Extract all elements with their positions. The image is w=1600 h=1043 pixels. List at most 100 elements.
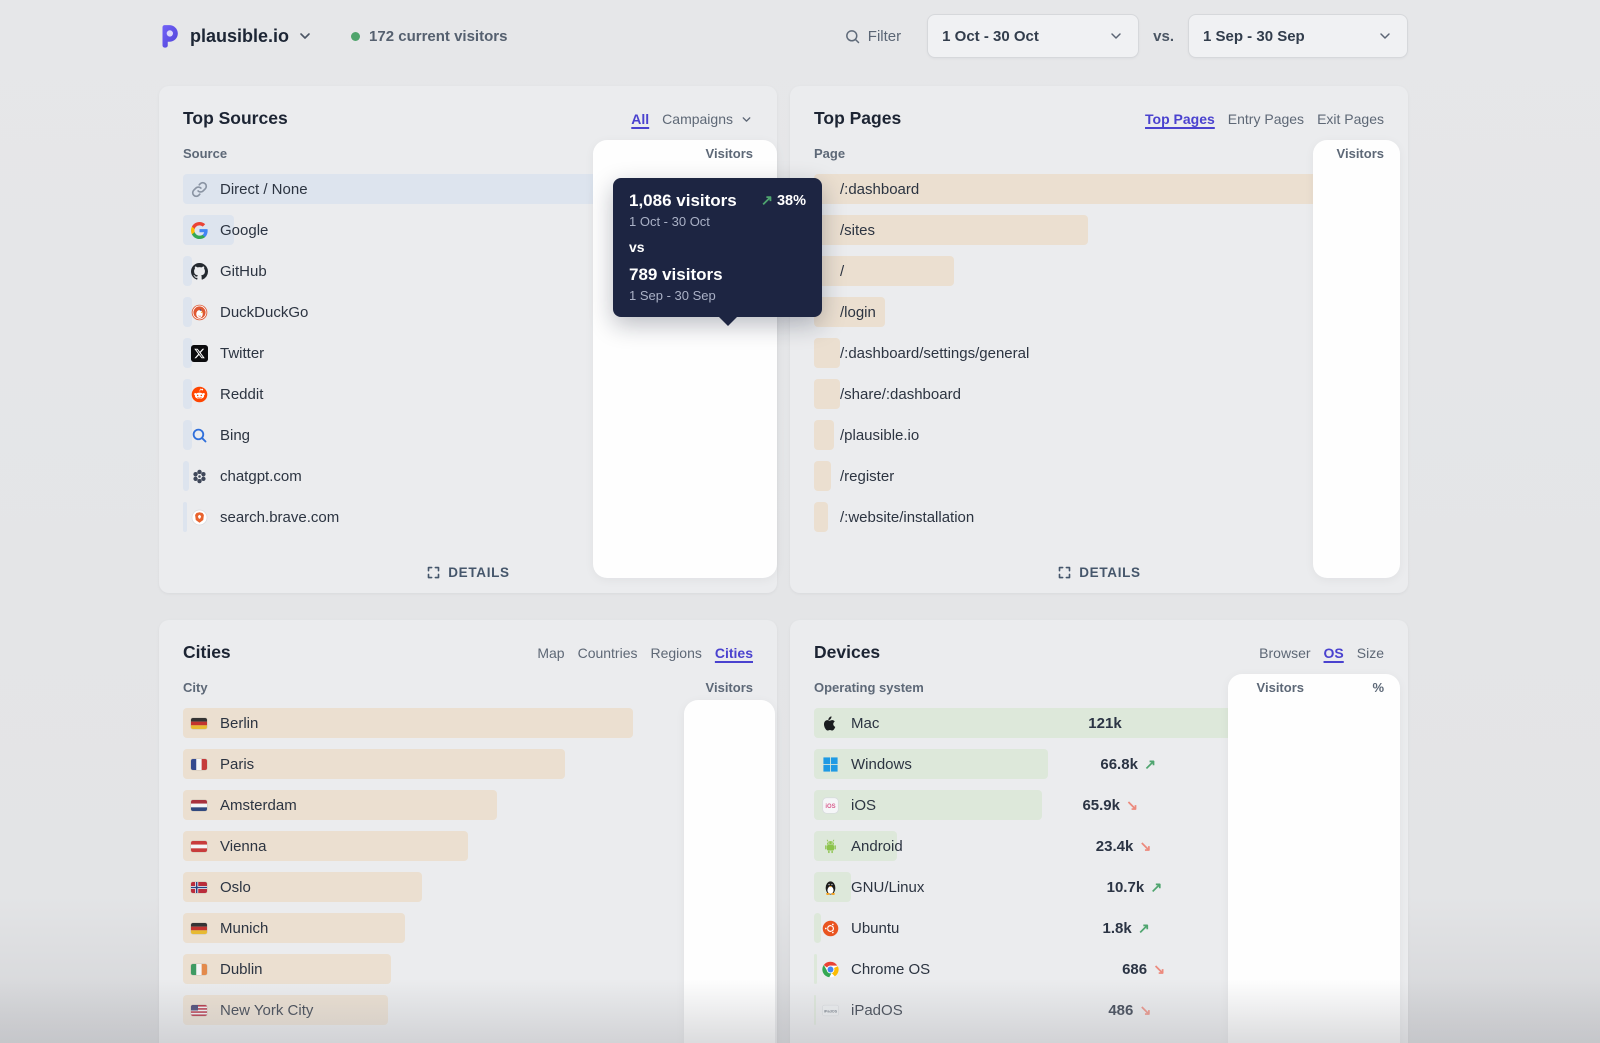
tooltip-vs-label: vs [629,239,645,255]
row-label: Paris [220,755,255,773]
comparison-tooltip: 1,086 visitors ↗ 38% 1 Oct - 30 Oct vs 7… [613,178,822,326]
svg-text:iPadOS: iPadOS [824,1009,838,1013]
row-label: search.brave.com [220,508,340,526]
column-header-os: Operating system [814,680,924,695]
page-row[interactable]: /register 5.9k↘ [814,461,1384,491]
ios-icon: iOS [822,796,839,814]
os-row-android[interactable]: Android 23.4k↘ 8%↗ [814,831,1384,861]
column-header-visitors: Visitors [1336,146,1384,161]
tab-entry-pages[interactable]: Entry Pages [1227,111,1305,127]
live-dot-icon [351,31,361,41]
expand-icon [427,566,440,579]
usa-flag-icon [191,1004,207,1016]
city-row[interactable]: Munich 2.6k↗ [183,913,753,943]
row-bar [814,420,834,450]
chatgpt-icon [191,468,208,485]
row-bar [183,831,468,861]
source-row-duckduckgo[interactable]: DuckDuckGo [183,297,753,327]
ubuntu-icon [822,920,839,937]
tab-exit-pages[interactable]: Exit Pages [1317,111,1384,127]
top-sources-panel: Top Sources All Campaigns Source Visitor… [159,86,777,593]
norway-flag-icon [191,881,207,893]
apple-icon [822,715,839,732]
row-label: /register [840,467,895,485]
details-label: DETAILS [1079,565,1141,580]
row-label: /:website/installation [840,508,975,526]
tab-size[interactable]: Size [1356,645,1384,661]
top-bar: plausible.io 172 current visitors Filter… [159,0,1408,72]
site-switcher[interactable]: plausible.io [190,25,290,46]
city-row[interactable]: Amsterdam 3.7k↗ [183,790,753,820]
trend-arrow: ↗ [1137,919,1150,936]
tooltip-primary-value: 1,086 visitors [629,191,737,210]
city-row[interactable]: Vienna 3.3k↗ [183,831,753,861]
tooltip-primary-period: 1 Oct - 30 Oct [629,214,710,229]
row-value: 65.9k [1082,796,1120,814]
city-row[interactable]: Berlin 5.3k↗ [183,708,753,738]
page-row[interactable]: /:dashboard 201k↘ [814,174,1384,204]
tooltip-secondary-period: 1 Sep - 30 Sep [629,288,716,303]
current-visitors-label: 172 current visitors [369,27,508,45]
austria-flag-icon [191,840,207,852]
row-bar [183,420,192,450]
trend-arrow: ↘ [1139,837,1152,854]
row-bar [183,913,406,943]
date-range-picker[interactable]: 1 Oct - 30 Oct [927,14,1140,58]
search-icon [845,29,860,43]
page-row[interactable]: /:dashboard/settings/general 9.2k [814,338,1384,368]
tab-countries[interactable]: Countries [577,645,638,661]
tab-cities[interactable]: Cities [714,645,753,661]
filter-button[interactable]: Filter [844,28,901,45]
row-label: Windows [851,755,912,773]
row-label: /share/:dashboard [840,385,961,403]
tab-top-pages[interactable]: Top Pages [1145,111,1215,127]
city-row[interactable]: Dublin 2.4k↗ [183,954,753,984]
row-value: 486 [1108,1001,1134,1019]
row-bar [814,790,1042,820]
germany-flag-icon [191,717,207,729]
tab-os[interactable]: OS [1323,645,1344,661]
source-row-google[interactable]: Google [183,215,753,245]
tab-campaigns[interactable]: Campaigns [662,111,733,127]
row-bar [814,708,1236,738]
trend-arrow: ↘ [1139,1001,1152,1018]
page-row[interactable]: /login 23.4k↘ [814,297,1384,327]
chevron-down-icon [1380,33,1390,39]
filter-label: Filter [867,27,902,45]
netherlands-flag-icon [191,799,207,811]
row-bar [814,995,817,1025]
tab-browser[interactable]: Browser [1259,645,1311,661]
row-bar [183,954,392,984]
city-row[interactable]: New York City 2.4k↘ [183,995,753,1025]
tooltip-secondary-value: 789 visitors [629,265,723,284]
duckduckgo-icon [191,304,208,321]
details-button[interactable]: DETAILS [790,565,1408,580]
city-row[interactable]: Paris 4.5k↗ [183,749,753,779]
os-row-chrome-os[interactable]: Chrome OS 686↘ 0.2%↘ [814,954,1384,984]
details-button[interactable]: DETAILS [159,565,777,580]
trend-arrow: ↗ [1150,878,1163,895]
page-row[interactable]: / 50.7k↘ [814,256,1384,286]
page-row[interactable]: /:website/installation 4.9k↗ [814,502,1384,532]
compare-range-picker[interactable]: 1 Sep - 30 Sep [1188,14,1408,58]
tab-all[interactable]: All [631,111,650,127]
chevron-down-icon[interactable] [297,28,313,44]
tab-regions[interactable]: Regions [650,645,702,661]
page-row[interactable]: /plausible.io 7.1k↗ [814,420,1384,450]
city-row[interactable]: Oslo 2.8k↘ [183,872,753,902]
row-label: Amsterdam [220,796,297,814]
current-visitors: 172 current visitors [351,28,507,45]
source-row-github[interactable]: GitHub [183,256,753,286]
tab-map[interactable]: Map [537,645,565,661]
row-bar [814,256,954,286]
os-row-gnu-linux[interactable]: GNU/Linux 10.7k↗ 3.7%↗ [814,872,1384,902]
chevron-down-icon[interactable] [740,113,753,126]
windows-icon [822,756,839,773]
row-bar [183,790,497,820]
github-icon [191,262,208,280]
page-row[interactable]: /share/:dashboard 9.1k↗ [814,379,1384,409]
visitors-column-highlight [684,700,775,1043]
row-label: New York City [220,1001,314,1019]
page-row[interactable]: /sites 104k↘ [814,215,1384,245]
row-label: Chrome OS [851,960,931,978]
